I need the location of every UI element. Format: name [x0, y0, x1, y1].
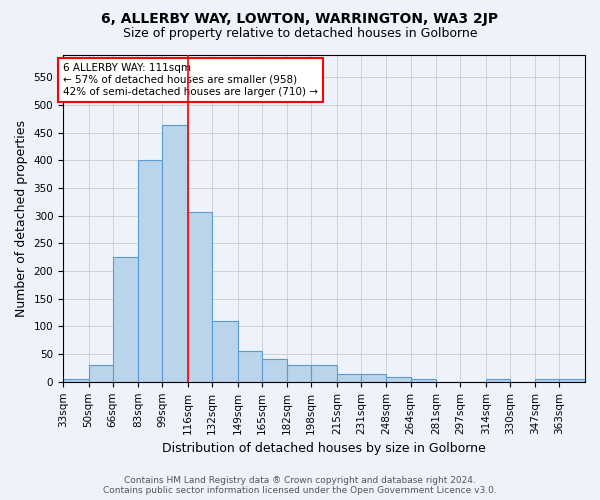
Bar: [188, 212, 212, 382]
Bar: [386, 378, 410, 382]
Bar: [262, 358, 287, 382]
Bar: [113, 257, 138, 382]
Bar: [337, 374, 361, 382]
Text: 6 ALLERBY WAY: 111sqm
← 57% of detached houses are smaller (958)
42% of semi-det: 6 ALLERBY WAY: 111sqm ← 57% of detached …: [63, 64, 318, 96]
X-axis label: Distribution of detached houses by size in Golborne: Distribution of detached houses by size …: [162, 442, 486, 455]
Bar: [212, 321, 238, 382]
Bar: [138, 160, 163, 382]
Y-axis label: Number of detached properties: Number of detached properties: [15, 120, 28, 317]
Bar: [63, 379, 89, 382]
Bar: [89, 365, 113, 382]
Text: 6, ALLERBY WAY, LOWTON, WARRINGTON, WA3 2JP: 6, ALLERBY WAY, LOWTON, WARRINGTON, WA3 …: [101, 12, 499, 26]
Bar: [238, 352, 262, 382]
Bar: [311, 365, 337, 382]
Bar: [535, 379, 559, 382]
Bar: [410, 379, 436, 382]
Bar: [486, 379, 510, 382]
Bar: [559, 379, 585, 382]
Bar: [163, 126, 188, 382]
Text: Contains HM Land Registry data ® Crown copyright and database right 2024.
Contai: Contains HM Land Registry data ® Crown c…: [103, 476, 497, 495]
Bar: [287, 365, 311, 382]
Text: Size of property relative to detached houses in Golborne: Size of property relative to detached ho…: [123, 28, 477, 40]
Bar: [361, 374, 386, 382]
